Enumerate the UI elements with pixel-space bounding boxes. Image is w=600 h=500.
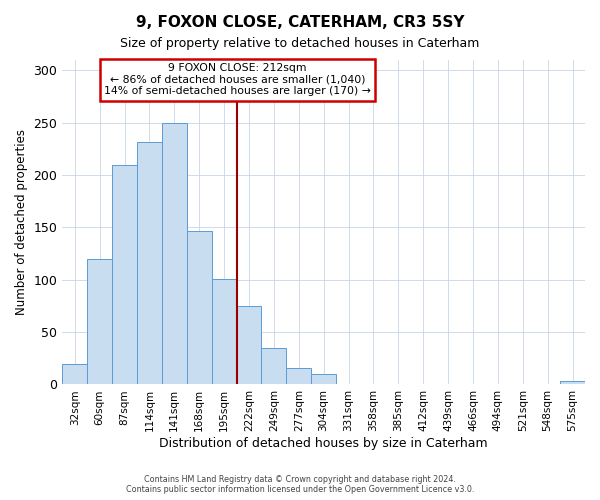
Bar bbox=[62, 364, 87, 384]
Bar bbox=[212, 278, 236, 384]
Bar bbox=[137, 142, 162, 384]
Y-axis label: Number of detached properties: Number of detached properties bbox=[15, 129, 28, 315]
Bar bbox=[311, 374, 336, 384]
Bar bbox=[187, 230, 212, 384]
X-axis label: Distribution of detached houses by size in Caterham: Distribution of detached houses by size … bbox=[160, 437, 488, 450]
Bar bbox=[162, 123, 187, 384]
Text: 9 FOXON CLOSE: 212sqm  
← 86% of detached houses are smaller (1,040)
14% of semi: 9 FOXON CLOSE: 212sqm ← 86% of detached … bbox=[104, 63, 371, 96]
Text: Contains HM Land Registry data © Crown copyright and database right 2024.
Contai: Contains HM Land Registry data © Crown c… bbox=[126, 474, 474, 494]
Text: 9, FOXON CLOSE, CATERHAM, CR3 5SY: 9, FOXON CLOSE, CATERHAM, CR3 5SY bbox=[136, 15, 464, 30]
Bar bbox=[112, 164, 137, 384]
Bar bbox=[236, 306, 262, 384]
Bar bbox=[286, 368, 311, 384]
Bar bbox=[262, 348, 286, 385]
Bar bbox=[87, 259, 112, 384]
Bar bbox=[560, 382, 585, 384]
Text: Size of property relative to detached houses in Caterham: Size of property relative to detached ho… bbox=[121, 38, 479, 51]
